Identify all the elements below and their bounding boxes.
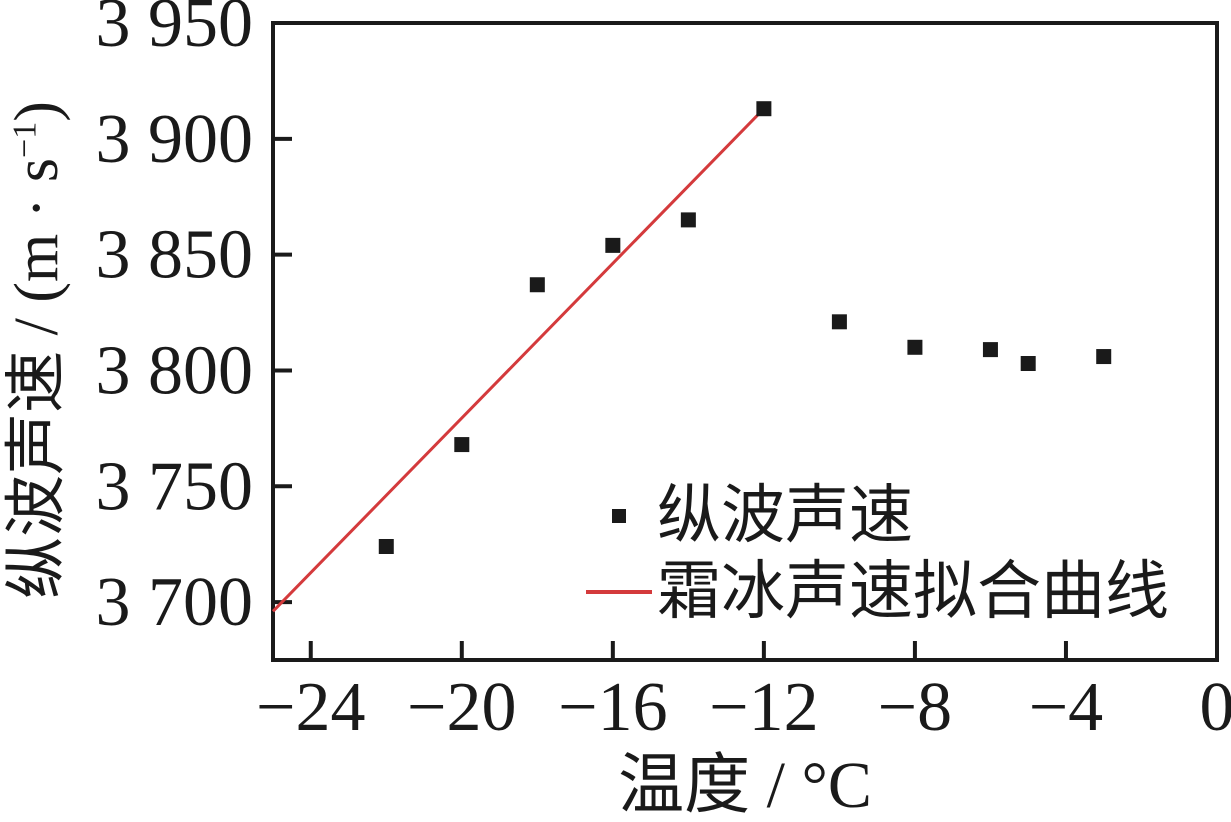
data-point-marker bbox=[454, 437, 470, 453]
y-tick-label: 3 700 bbox=[96, 564, 254, 641]
y-axis-label-close: ) bbox=[3, 101, 71, 122]
legend-line-swatch-icon bbox=[586, 590, 652, 594]
data-point-marker bbox=[1096, 349, 1112, 365]
data-point-marker bbox=[529, 277, 545, 293]
x-tick-label: −4 bbox=[1029, 669, 1103, 746]
y-tick-label: 3 750 bbox=[96, 448, 254, 525]
y-tick-label: 3 800 bbox=[96, 332, 254, 409]
y-axis-label: 纵波声速 / (m · s−1) bbox=[0, 0, 74, 700]
y-tick-label: 3 900 bbox=[96, 101, 254, 178]
x-tick-label: −24 bbox=[256, 669, 365, 746]
y-axis-label-superscript: −1 bbox=[6, 121, 44, 159]
legend-item-scatter: 纵波声速 bbox=[583, 478, 1169, 554]
y-axis-label-text: 纵波声速 / (m · s bbox=[3, 158, 71, 599]
legend-item-fit-line: 霜冰声速拟合曲线 bbox=[583, 554, 1169, 630]
legend-square-marker-icon bbox=[612, 509, 626, 523]
data-point-marker bbox=[982, 342, 998, 358]
y-tick-label: 3 950 bbox=[96, 0, 254, 62]
fit-line bbox=[271, 107, 765, 613]
data-point-marker bbox=[907, 339, 923, 355]
y-tick-label: 3 850 bbox=[96, 217, 254, 294]
data-point-marker bbox=[831, 314, 847, 330]
x-tick-label: −20 bbox=[407, 669, 516, 746]
x-tick-label: −8 bbox=[878, 669, 952, 746]
x-tick-label: 0 bbox=[1200, 669, 1231, 746]
x-tick-label: −12 bbox=[709, 669, 818, 746]
data-point-marker bbox=[756, 101, 772, 117]
legend-swatch-area bbox=[583, 509, 655, 523]
legend-label-fit-line: 霜冰声速拟合曲线 bbox=[657, 556, 1169, 627]
data-point-marker bbox=[1020, 356, 1036, 372]
data-point-marker bbox=[378, 538, 394, 554]
data-point-marker bbox=[680, 212, 696, 228]
plot-frame bbox=[271, 21, 1219, 662]
x-axis-label: 温度 / °C bbox=[618, 749, 872, 822]
legend-swatch-area bbox=[583, 590, 655, 594]
legend: 纵波声速 霜冰声速拟合曲线 bbox=[583, 478, 1169, 630]
x-tick-label: −16 bbox=[558, 669, 667, 746]
legend-label-scatter: 纵波声速 bbox=[657, 480, 913, 551]
data-point-marker bbox=[605, 237, 621, 253]
